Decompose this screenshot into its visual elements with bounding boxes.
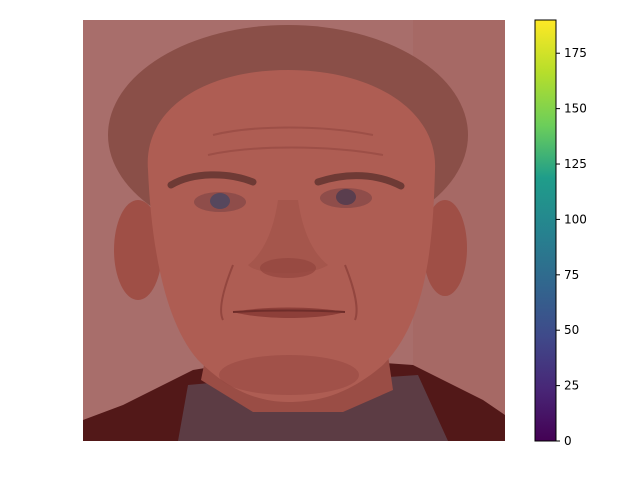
left-ear	[114, 200, 162, 300]
right-ear	[423, 200, 467, 296]
colorbar-tick-label: 50	[564, 323, 579, 337]
left-eye	[210, 193, 230, 209]
heatmap-image	[83, 20, 505, 441]
nose	[248, 200, 328, 274]
left-eyebrow	[167, 171, 257, 189]
face-photo	[83, 20, 505, 441]
colorbar-tick-label: 125	[564, 157, 587, 171]
chin-shadow	[219, 355, 359, 395]
colorbar-tick-label: 100	[564, 212, 587, 226]
left-cheek-fold	[220, 264, 234, 321]
colorbar-gradient	[534, 19, 557, 442]
forehead-wrinkle	[212, 126, 374, 136]
lip-line	[232, 309, 346, 313]
forehead-wrinkle	[207, 146, 384, 156]
right-cheek-fold	[344, 264, 358, 321]
colorbar: 0 25 50 75 100 125 150 175	[534, 19, 587, 448]
right-eyebrow	[314, 172, 405, 190]
colorbar-tick-label: 150	[564, 102, 587, 116]
colorbar-tick-label: 25	[564, 379, 579, 393]
colorbar-ticks: 0 25 50 75 100 125 150 175	[556, 46, 587, 448]
right-eye	[336, 189, 356, 205]
colorbar-tick-label: 0	[564, 434, 572, 448]
colorbar-tick-label: 175	[564, 46, 587, 60]
colorbar-tick-label: 75	[564, 268, 579, 282]
nostrils	[260, 258, 316, 278]
